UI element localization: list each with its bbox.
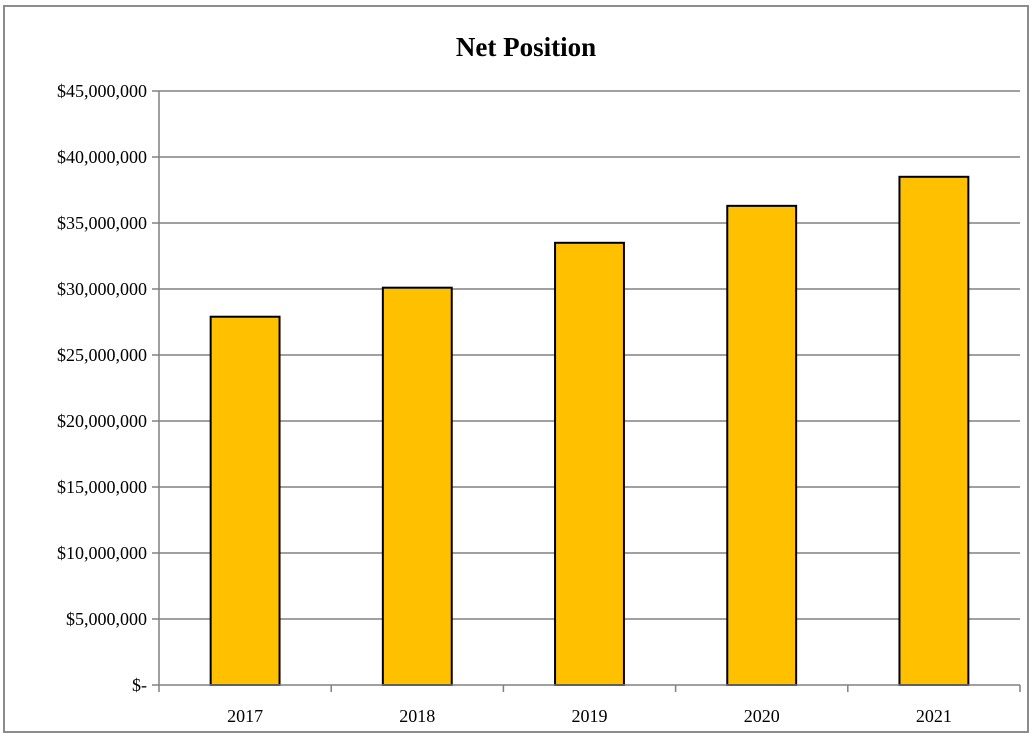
chart-frame [3,5,1029,733]
y-tick-label: $20,000,000 [57,411,147,431]
y-tick-label: $10,000,000 [57,543,147,563]
y-tick-label: $15,000,000 [57,477,147,497]
chart-title: Net Position [456,32,596,62]
bar-2019 [554,241,625,687]
x-tick-labels: 2017 2018 2019 2020 2021 [227,706,952,726]
x-tick-label: 2019 [572,706,608,726]
x-tick-label: 2020 [744,706,780,726]
x-tick-label: 2017 [227,706,263,726]
y-tick-label: $40,000,000 [57,147,147,167]
bar-2017 [209,315,281,686]
y-tick-label: $5,000,000 [66,609,147,629]
axes [152,90,1021,692]
y-tick-label: $- [132,675,147,695]
x-tick-label: 2018 [399,706,435,726]
y-tick-label: $45,000,000 [57,81,147,101]
bar-2020 [726,204,798,686]
bar-2018 [381,286,453,686]
bar-2021 [898,175,970,687]
bars [209,175,970,687]
y-tick-label: $30,000,000 [57,279,147,299]
x-tick-label: 2021 [916,706,952,726]
y-tick-label: $35,000,000 [57,213,147,233]
y-tick-labels: $- $5,000,000 $10,000,000 $15,000,000 $20,00… [57,81,147,695]
y-tick-label: $25,000,000 [57,345,147,365]
